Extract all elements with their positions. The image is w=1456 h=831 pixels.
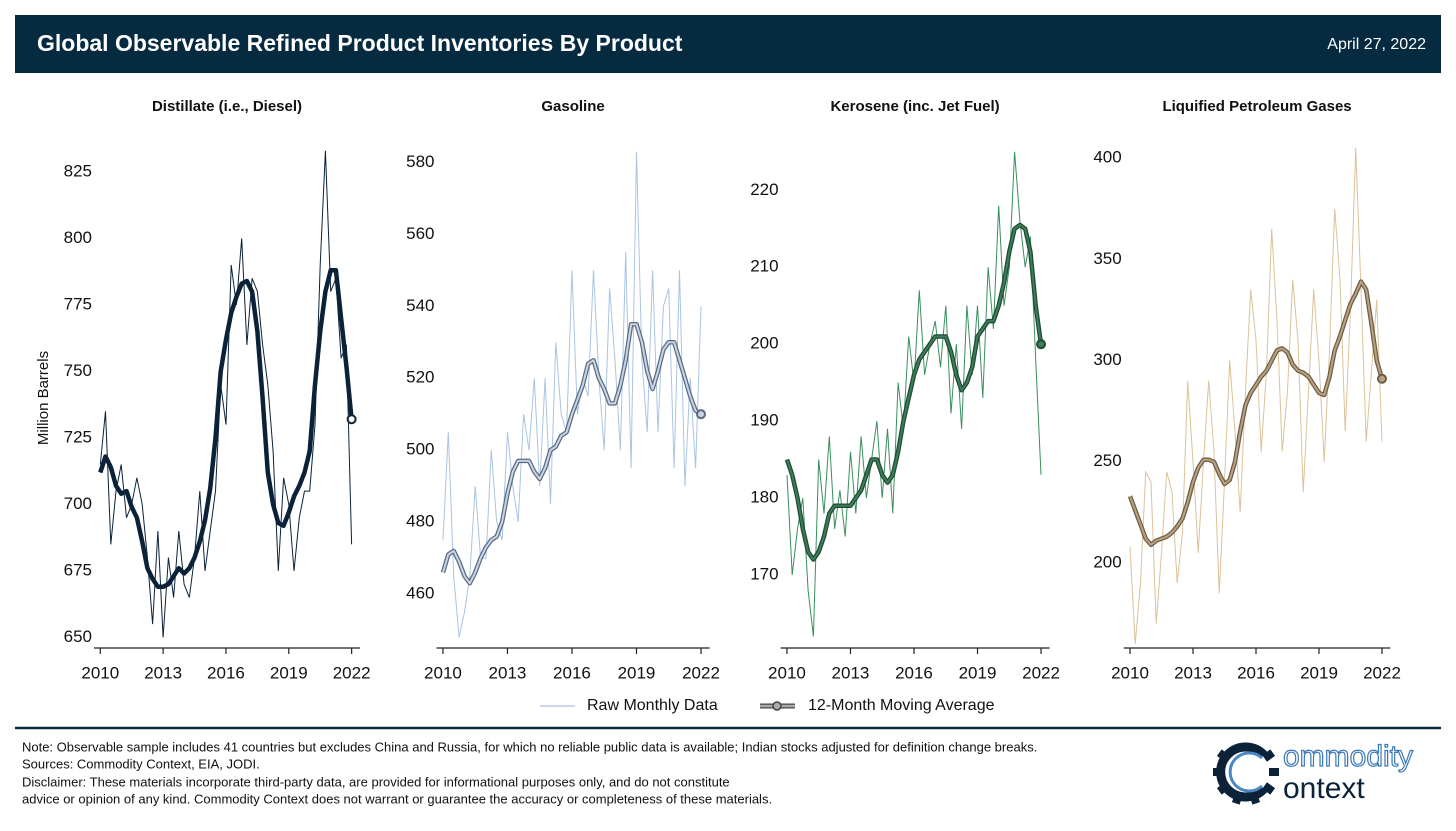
y-tick-label: 220 — [750, 180, 778, 199]
y-tick-label: 750 — [64, 361, 92, 380]
end-marker — [1036, 339, 1047, 350]
moving-average-line — [99, 269, 353, 588]
x-tick-label: 2010 — [768, 663, 806, 682]
y-tick-label: 825 — [64, 161, 92, 180]
x-tick-label: 2013 — [489, 663, 527, 682]
x-tick-label: 2019 — [618, 663, 656, 682]
y-tick-label: 170 — [750, 564, 778, 583]
end-marker — [695, 409, 706, 420]
y-tick-label: 180 — [750, 487, 778, 506]
y-tick-label: 300 — [1093, 350, 1121, 369]
logo-c — [1228, 751, 1264, 793]
x-tick-label: 2016 — [895, 663, 933, 682]
moving-average-line — [786, 223, 1042, 561]
end-marker — [1377, 373, 1387, 384]
x-tick-label: 2016 — [1237, 663, 1275, 682]
x-tick-label: 2016 — [207, 663, 245, 682]
footer-disclaimer: advice or opinion of any kind. Commodity… — [22, 791, 772, 806]
y-tick-label: 520 — [406, 368, 434, 387]
y-tick-label: 200 — [750, 334, 778, 353]
x-tick-label: 2022 — [682, 663, 720, 682]
raw-line — [1129, 147, 1383, 645]
y-tick-label: 400 — [1093, 148, 1121, 167]
moving-average-line — [442, 323, 702, 585]
y-tick-label: 200 — [1093, 552, 1121, 571]
y-tick-label: 500 — [406, 440, 434, 459]
x-tick-label: 2019 — [270, 663, 308, 682]
end-marker — [346, 414, 357, 425]
panel-title: Kerosene (inc. Jet Fuel) — [830, 98, 999, 115]
y-tick-label: 540 — [406, 296, 434, 315]
y-tick-label: 675 — [64, 560, 92, 579]
header-bar — [15, 15, 1441, 73]
y-tick-label: 800 — [64, 228, 92, 247]
panel-title: Gasoline — [541, 98, 604, 115]
logo-gear — [1213, 742, 1279, 805]
x-tick-label: 2019 — [1300, 663, 1338, 682]
y-tick-label: 580 — [406, 152, 434, 171]
footer-note: Note: Observable sample includes 41 coun… — [22, 739, 1037, 754]
gear-ring — [1216, 742, 1268, 802]
legend-ma-marker — [772, 701, 782, 711]
y-tick-label: 460 — [406, 584, 434, 603]
y-tick-label: 480 — [406, 512, 434, 531]
y-tick-label: 350 — [1093, 249, 1121, 268]
x-tick-label: 2010 — [424, 663, 462, 682]
x-tick-label: 2022 — [1363, 663, 1401, 682]
y-tick-label: 560 — [406, 224, 434, 243]
panel-title: Distillate (i.e., Diesel) — [152, 98, 302, 115]
y-tick-label: 650 — [64, 627, 92, 646]
x-tick-label: 2022 — [1022, 663, 1060, 682]
y-axis-label: Million Barrels — [35, 351, 52, 445]
page-date: April 27, 2022 — [1327, 36, 1426, 53]
x-tick-label: 2022 — [333, 663, 371, 682]
x-tick-label: 2013 — [144, 663, 182, 682]
footer-disclaimer: Disclaimer: These materials incorporate … — [22, 774, 730, 789]
legend-label: Raw Monthly Data — [587, 697, 718, 714]
y-tick-label: 210 — [750, 257, 778, 276]
gear-tooth — [1269, 768, 1279, 776]
gear-tooth — [1262, 782, 1276, 795]
logo-text: ontext — [1283, 772, 1365, 805]
raw-line — [442, 151, 702, 638]
x-tick-label: 2019 — [959, 663, 997, 682]
gear-tooth — [1262, 749, 1276, 762]
y-tick-label: 190 — [750, 411, 778, 430]
y-tick-label: 725 — [64, 427, 92, 446]
legend: Raw Monthly Data 12-Month Moving Average — [540, 697, 995, 714]
x-tick-label: 2016 — [553, 663, 591, 682]
panel-title: Liquified Petroleum Gases — [1162, 98, 1351, 115]
y-tick-label: 700 — [64, 494, 92, 513]
x-tick-label: 2013 — [1174, 663, 1212, 682]
x-tick-label: 2013 — [832, 663, 870, 682]
moving-average-line — [1129, 280, 1383, 546]
legend-label: 12-Month Moving Average — [808, 697, 995, 714]
x-tick-label: 2010 — [1111, 663, 1149, 682]
logo-text: ommodity — [1283, 740, 1413, 773]
y-tick-label: 775 — [64, 294, 92, 313]
page-title: Global Observable Refined Product Invent… — [37, 30, 683, 56]
footer-sources: Sources: Commodity Context, EIA, JODI. — [22, 756, 260, 771]
raw-line — [99, 150, 353, 638]
y-tick-label: 250 — [1093, 451, 1121, 470]
x-tick-label: 2010 — [81, 663, 119, 682]
